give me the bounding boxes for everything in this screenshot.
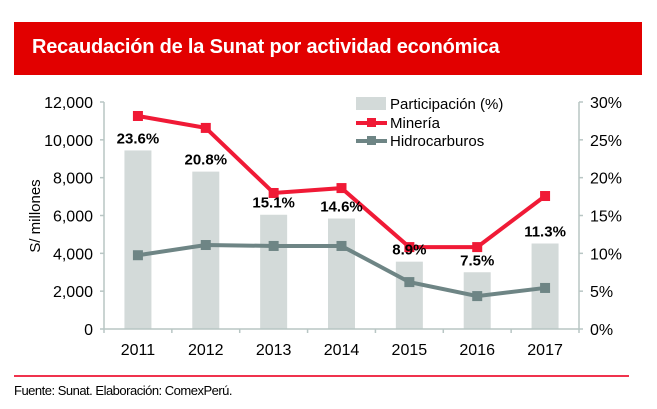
y-tick-label-left: 4,000 [53, 246, 93, 263]
marker-hidrocarburos-2013 [268, 240, 279, 251]
legend-label-participacion: Participación (%) [390, 96, 503, 113]
y-tick-label-right: 30% [590, 95, 622, 112]
marker-mineria-2012 [200, 122, 211, 133]
bar-label-2014: 14.6% [320, 199, 363, 216]
bar-label-2013: 15.1% [252, 195, 295, 212]
marker-hidrocarburos-2015 [404, 277, 415, 288]
legend-label-hidrocarburos: Hidrocarburos [390, 133, 484, 150]
marker-hidrocarburos-2014 [336, 240, 347, 251]
y-axis-label: S/ millones [27, 179, 44, 252]
y-tick-label-right: 5% [590, 284, 613, 301]
legend-marker-mineria [367, 118, 376, 127]
y-tick-label-left: 2,000 [53, 284, 93, 301]
x-tick-label: 2012 [188, 342, 224, 359]
marker-hidrocarburos-2011 [132, 250, 143, 261]
marker-mineria-2014 [336, 183, 347, 194]
bar-participacion-2012 [192, 171, 220, 329]
legend-marker-hidrocarburos [367, 136, 376, 145]
y-tick-label-right: 20% [590, 171, 622, 188]
bar-participacion-2013 [260, 214, 288, 329]
marker-mineria-2011 [132, 110, 143, 121]
x-tick-label: 2011 [121, 342, 156, 359]
footer-divider [14, 375, 629, 377]
chart-title: Recaudación de la Sunat por actividad ec… [32, 36, 500, 58]
legend-label-mineria: Minería [390, 115, 441, 132]
y-tick-label-right: 10% [590, 246, 622, 263]
x-tick-label: 2013 [256, 342, 292, 359]
bar-label-2012: 20.8% [185, 152, 228, 169]
marker-mineria-2016 [472, 242, 483, 253]
data-labels: 23.6% 20.8% 15.1% 14.6% 8.9% 7.5% 11.3% [117, 130, 566, 269]
x-tick-label: 2014 [324, 342, 360, 359]
marker-mineria-2015 [404, 242, 415, 253]
bar-participacion-2014 [328, 218, 355, 329]
y-tick-label-left: 8,000 [53, 171, 93, 188]
series-lines [132, 110, 551, 302]
x-tick-label: 2017 [527, 342, 563, 359]
bar-label-2016: 7.5% [460, 252, 494, 269]
bar-participacion-2015 [395, 261, 423, 329]
source-note: Fuente: Sunat. Elaboración: ComexPerú. [14, 383, 233, 398]
marker-hidrocarburos-2017 [540, 282, 551, 293]
x-tick-label: 2016 [459, 342, 495, 359]
title-bar: Recaudación de la Sunat por actividad ec… [14, 22, 642, 75]
marker-hidrocarburos-2012 [200, 240, 211, 251]
bar-participacion-2011 [124, 150, 152, 329]
legend-swatch-participacion [356, 97, 386, 110]
x-tick-label: 2015 [392, 342, 428, 359]
bar-label-2015: 8.9% [392, 242, 426, 259]
marker-mineria-2017 [540, 191, 551, 202]
y-tick-label-right: 15% [590, 209, 622, 226]
bar-label-2011: 23.6% [117, 130, 160, 147]
marker-hidrocarburos-2016 [472, 291, 483, 302]
marker-mineria-2013 [268, 187, 279, 198]
y-tick-label-left: 10,000 [44, 133, 93, 150]
participacion-bars [124, 150, 559, 329]
y-tick-label-left: 0 [84, 322, 93, 339]
y-tick-label-right: 0% [590, 322, 613, 339]
y-tick-label-right: 25% [590, 133, 622, 150]
y-tick-label-left: 6,000 [53, 209, 93, 226]
bar-label-2017: 11.3% [524, 223, 566, 240]
axes: 0 2,000 4,000 6,000 8,000 10,000 12,000 0% 5% 10%… [44, 95, 622, 359]
y-tick-label-left: 12,000 [44, 95, 93, 112]
